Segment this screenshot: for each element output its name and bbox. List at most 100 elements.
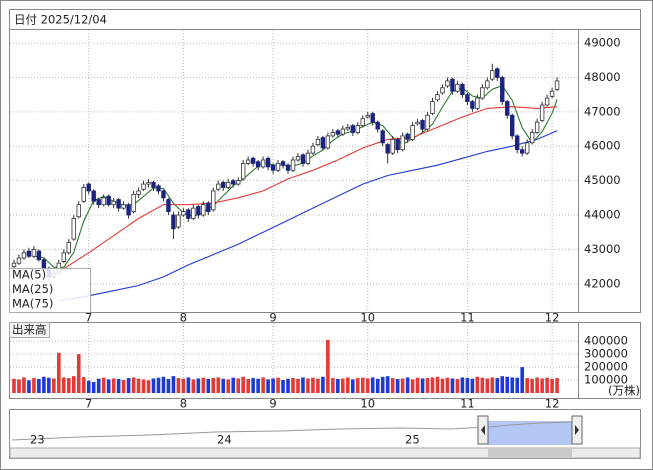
volume-bar (306, 378, 310, 393)
volume-bar (266, 379, 270, 393)
volume-bar (216, 377, 221, 393)
candle-body (300, 154, 306, 164)
candle-body (519, 149, 525, 154)
candle-body (285, 164, 291, 171)
volume-bar (490, 377, 495, 393)
candle-body (330, 132, 336, 137)
volume-bar (211, 378, 216, 393)
volume-bar (535, 377, 539, 393)
candle-body (91, 190, 96, 202)
volume-bar (47, 377, 51, 393)
candle-body (515, 135, 520, 151)
candle-body (505, 101, 510, 116)
candle-body (435, 94, 440, 101)
navigator-year: 23 (30, 433, 45, 447)
candle-body (191, 207, 196, 219)
volume-bar (42, 376, 46, 393)
volume-bar (171, 376, 176, 393)
candle-body (66, 242, 71, 254)
candle-body (385, 144, 390, 154)
volume-bar (291, 378, 295, 393)
volume-bar (161, 376, 166, 393)
candle-body (430, 101, 435, 114)
candle-body (549, 90, 555, 97)
candle-body (76, 204, 81, 218)
candle-body (415, 121, 420, 125)
volume-bar (311, 377, 315, 393)
navigator-window[interactable] (488, 421, 572, 445)
navigator-line (11, 421, 573, 441)
volume-label: 出来高 (12, 323, 47, 337)
x-tick-label: 11 (460, 311, 475, 325)
volume-bar (141, 379, 146, 393)
volume-bar (181, 378, 186, 393)
volume-bar (261, 377, 265, 393)
candle-body (11, 262, 17, 268)
volume-bar (96, 378, 101, 393)
candle-body (390, 138, 395, 154)
candle-body (235, 180, 241, 185)
x-tick-label: 8 (180, 311, 187, 325)
candle-body (36, 250, 42, 261)
volume-bar (430, 377, 435, 393)
volume-bar (146, 380, 151, 393)
candle-body (485, 80, 490, 89)
candle-body (290, 159, 296, 171)
volume-bar (450, 378, 455, 393)
legend: MA(5)MA(25)MA(75) (9, 268, 91, 313)
candle-body (226, 181, 231, 188)
volume-bar (27, 380, 31, 393)
volume-bar (435, 376, 440, 393)
scrollbar[interactable] (9, 447, 641, 459)
candle-body (31, 249, 37, 257)
candle-body (475, 97, 480, 109)
volume-unit: (万株) (608, 384, 640, 398)
volume-bar (246, 379, 250, 393)
candle-body (405, 133, 410, 140)
volume-bar (440, 378, 445, 393)
candle-body (136, 190, 141, 195)
candle-body (365, 114, 370, 118)
candle-body (116, 199, 121, 209)
volume-bar (495, 378, 500, 393)
volume-bar (500, 376, 505, 393)
y-tick-label: 200000 (584, 360, 628, 374)
x-tick-label: 10 (360, 397, 375, 411)
volume-bar (480, 377, 485, 393)
volume-bar (321, 376, 325, 393)
volume-bar (62, 377, 66, 393)
candle-body (470, 101, 475, 109)
y-tick-label: 43000 (584, 242, 621, 256)
candle-body (156, 185, 161, 192)
volume-bar (196, 378, 201, 393)
candle-body (310, 145, 316, 154)
candle-body (425, 114, 430, 130)
volume-bar (505, 376, 510, 393)
x-tick-label: 9 (269, 311, 276, 325)
y-tick-label: 47000 (584, 104, 621, 118)
volume-bar (525, 378, 529, 393)
candle-body (325, 135, 331, 149)
candle-body (539, 104, 545, 121)
candle-body (345, 126, 351, 130)
volume-label-box (9, 322, 50, 338)
y-tick-label: 45000 (584, 173, 621, 187)
volume-bar (106, 379, 111, 393)
volume-bar (415, 377, 420, 393)
candle-body (26, 250, 32, 257)
candle-body (340, 128, 346, 135)
volume-bar (390, 378, 395, 393)
volume-bar (81, 377, 86, 393)
candle-body (524, 142, 530, 154)
scrollbar-thumb[interactable] (488, 449, 572, 457)
legend-box (9, 268, 91, 313)
candle-body (216, 183, 221, 190)
candle-body (280, 161, 286, 166)
legend-label: MA(75) (12, 297, 53, 311)
volume-bar (226, 379, 231, 393)
x-tick-label: 7 (85, 311, 92, 325)
candle-body (96, 199, 101, 206)
volume-bar (405, 377, 410, 393)
volume-bar (281, 380, 285, 393)
volume-bar (355, 378, 360, 393)
